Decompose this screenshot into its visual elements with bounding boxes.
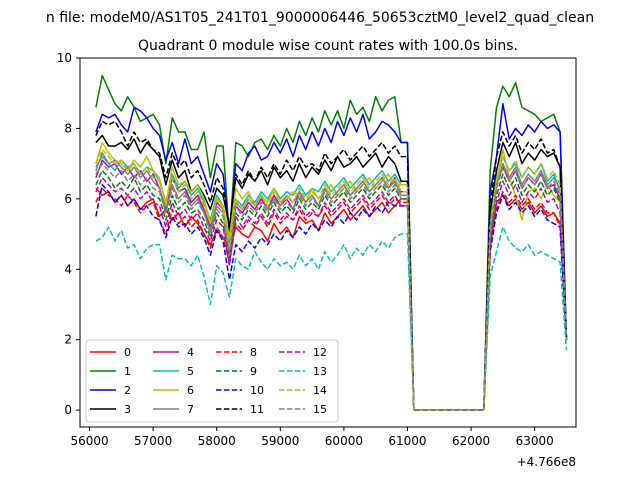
legend-label-9: 9 [250,365,257,378]
series-line-9 [95,169,568,411]
series-line-14 [95,148,568,411]
legend-label-6: 6 [187,384,194,397]
series-line-7 [95,152,568,411]
x-tick-label: 59000 [261,434,299,448]
x-tick-label: 58000 [198,434,236,448]
x-tick-label: 60000 [325,434,363,448]
series-line-8 [95,187,568,411]
series-line-3 [95,134,568,411]
legend-label-1: 1 [124,365,131,378]
y-tick-label: 8 [64,121,72,135]
legend-label-2: 2 [124,384,131,397]
y-tick-label: 0 [64,403,72,417]
x-axis: 56000 57000 58000 59000 60000 61000 62000 63000 [70,427,554,448]
legend-label-12: 12 [313,346,327,359]
series-line-12 [95,176,568,411]
legend-label-11: 11 [250,403,264,416]
series-line-2 [95,103,568,411]
x-offset-label: +4.766e8 [517,455,576,469]
legend-label-4: 4 [187,346,194,359]
legend-label-13: 13 [313,365,327,378]
legend-label-7: 7 [187,403,194,416]
y-tick-label: 6 [64,192,72,206]
series-line-10 [95,184,568,411]
x-tick-label: 56000 [70,434,108,448]
legend-label-15: 15 [313,403,327,416]
y-tick-label: 4 [64,262,72,276]
y-axis: 0 2 4 6 8 10 [57,51,80,417]
series-line-15 [95,162,568,411]
legend-label-10: 10 [250,384,264,397]
legend-label-0: 0 [124,346,131,359]
series-layer [95,74,568,411]
x-tick-label: 57000 [134,434,172,448]
series-line-11 [95,120,568,411]
x-tick-label: 63000 [516,434,554,448]
chart-title: Quadrant 0 module wise count rates with … [138,38,518,54]
figure-suptitle: n file: modeM0/AS1T05_241T01_9000006446_… [46,10,594,26]
series-line-13 [95,226,568,411]
legend-label-3: 3 [124,403,131,416]
legend-label-8: 8 [250,346,257,359]
y-tick-label: 10 [57,51,72,65]
y-tick-label: 2 [64,333,72,347]
x-tick-label: 61000 [388,434,426,448]
legend-label-14: 14 [313,384,327,397]
plot-frame [79,57,577,428]
x-tick-label: 62000 [452,434,490,448]
legend-box [85,339,339,423]
legend-label-5: 5 [187,365,194,378]
